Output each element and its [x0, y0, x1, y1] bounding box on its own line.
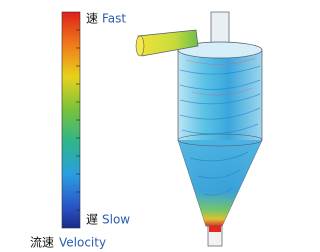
title-label: Velocity	[59, 236, 106, 250]
color-bar: 速 Fast 遅 Slow 流速 Velocity	[30, 12, 130, 250]
slow-label: Slow	[102, 213, 130, 227]
fast-label: Fast	[102, 12, 126, 26]
cyclone-visualization	[136, 12, 262, 246]
slow-char: 遅	[86, 213, 98, 227]
fast-char: 速	[86, 12, 98, 26]
title-char: 流速	[30, 236, 54, 250]
figure: 速 Fast 遅 Slow 流速 Velocity	[0, 0, 293, 252]
